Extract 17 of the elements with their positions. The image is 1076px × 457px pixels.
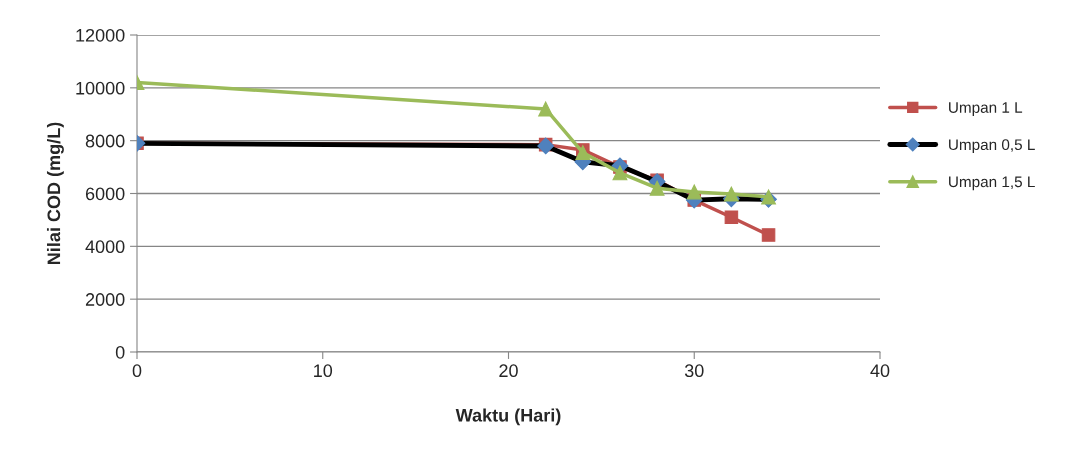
y-tick-label: 8000 [85,134,125,148]
y-tick-label: 12000 [76,28,125,42]
legend-label: Umpan 1 L [949,102,1023,116]
y-tick-label: 6000 [85,187,125,201]
legend-label: Umpan 0,5 L [949,139,1035,154]
x-axis-title: Waktu (Hari) [455,408,561,426]
x-tick-label: 30 [684,364,704,378]
x-tick-label: 20 [499,364,518,378]
x-tick-label: 0 [132,364,142,378]
y-tick-label: 0 [115,345,125,359]
y-tick-label: 2000 [85,293,125,306]
x-tick-label: 40 [870,364,890,378]
legend-label: Umpan 1,5 L [949,176,1035,191]
x-tick-label: 10 [314,364,333,378]
y-tick-label: 10000 [76,81,125,95]
y-axis-title: Nilai COD (mg/L) [46,122,64,265]
y-tick-label: 4000 [85,240,125,254]
